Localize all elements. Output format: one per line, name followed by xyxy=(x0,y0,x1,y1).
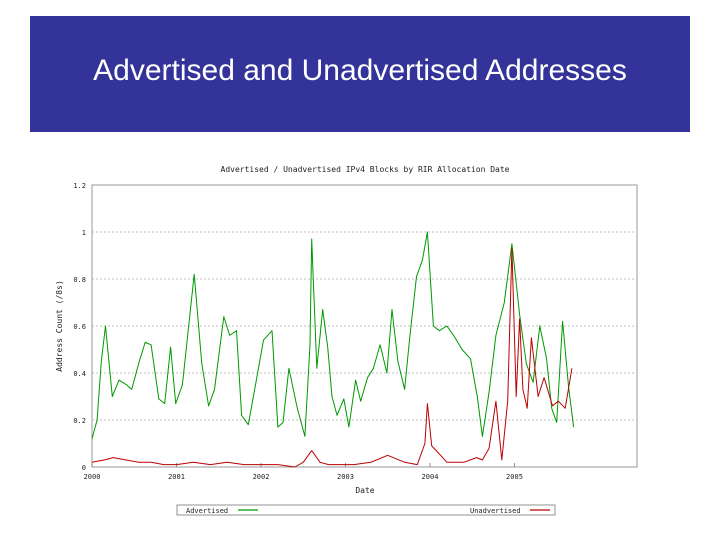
x-axis-label: Date xyxy=(355,486,374,495)
y-tick-label: 0.2 xyxy=(73,417,86,425)
y-tick-label: 0.4 xyxy=(73,370,86,378)
chart-title: Advertised / Unadvertised IPv4 Blocks by… xyxy=(221,165,510,174)
y-tick-label: 0.8 xyxy=(73,276,86,284)
legend-label-advertised: Advertised xyxy=(186,507,228,515)
x-tick-label: 2004 xyxy=(422,473,439,481)
series-lines xyxy=(91,231,575,468)
x-tick-label: 2002 xyxy=(253,473,270,481)
series-line-advertised xyxy=(91,231,575,439)
y-tick-labels: 0 0.2 0.4 0.6 0.8 1 1.2 xyxy=(73,182,86,472)
title-banner: Advertised and Unadvertised Addresses xyxy=(30,16,690,132)
legend-label-unadvertised: Unadvertised xyxy=(470,507,521,515)
x-tick-labels: 2000 2001 2002 2003 2004 2005 xyxy=(84,463,523,481)
series-line-unadvertised xyxy=(91,247,573,468)
y-tick-label: 0 xyxy=(82,464,86,472)
grid-lines xyxy=(92,231,637,421)
x-tick-label: 2005 xyxy=(506,473,523,481)
y-tick-label: 1.2 xyxy=(73,182,86,190)
y-tick-label: 0.6 xyxy=(73,323,86,331)
slide-title: Advertised and Unadvertised Addresses xyxy=(93,54,627,87)
legend: Advertised Unadvertised xyxy=(186,507,550,515)
x-tick-label: 2001 xyxy=(168,473,185,481)
y-tick-label: 1 xyxy=(82,229,86,237)
y-axis-label: Address Count (/8s) xyxy=(55,280,64,372)
x-tick-label: 2003 xyxy=(337,473,354,481)
x-tick-label: 2000 xyxy=(84,473,101,481)
legend-box xyxy=(176,504,556,516)
